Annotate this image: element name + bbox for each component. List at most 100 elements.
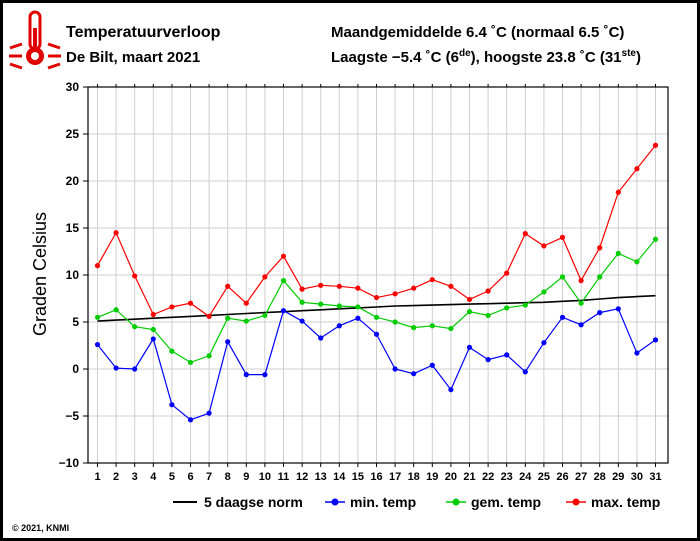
data-point-min-temp	[373, 331, 380, 337]
data-point-gem-temp	[615, 250, 621, 256]
data-point-max-temp	[169, 304, 175, 310]
data-point-max-temp	[448, 283, 454, 289]
data-point-gem-temp	[262, 312, 268, 319]
data-point-gem-temp	[280, 278, 287, 284]
x-tick-label: 17	[389, 471, 401, 483]
x-tick-label: 12	[296, 471, 308, 483]
data-point-min-temp	[485, 357, 491, 363]
data-point-min-temp	[187, 417, 194, 423]
data-point-gem-temp	[373, 314, 380, 320]
data-point-gem-temp	[652, 236, 659, 242]
legend-label-min-temp: min. temp	[350, 494, 416, 510]
legend-label-5-daagse-norm: 5 daagse norm	[204, 494, 303, 510]
data-point-gem-temp	[132, 324, 138, 330]
y-tick-label: 20	[66, 174, 80, 188]
chart-subtitle: De Bilt, maart 2021	[66, 49, 200, 66]
y-tick-label: 25	[66, 127, 80, 141]
extremes-sup-1: de	[459, 48, 471, 59]
data-point-min-temp	[448, 387, 454, 393]
data-point-max-temp	[280, 253, 287, 259]
x-tick-label: 30	[631, 471, 643, 483]
data-point-max-temp	[466, 296, 473, 303]
data-point-min-temp	[225, 339, 231, 345]
monthly-average-text: Maandgemiddelde 6.4 ˚C (normaal 6.5 ˚C)	[331, 24, 624, 41]
x-tick-label: 28	[594, 471, 606, 483]
data-point-gem-temp	[429, 323, 435, 329]
data-point-gem-temp	[243, 318, 249, 324]
data-point-gem-temp	[597, 274, 603, 280]
x-tick-label: 2	[113, 471, 119, 483]
data-point-min-temp	[206, 410, 212, 416]
data-point-max-temp	[485, 288, 491, 294]
data-point-max-temp	[634, 166, 640, 172]
plot-frame	[87, 86, 669, 464]
x-tick-label: 24	[519, 471, 532, 483]
copyright-text: © 2021, KNMI	[12, 523, 69, 533]
data-point-max-temp	[113, 230, 119, 236]
data-point-max-temp	[615, 189, 621, 195]
data-point-min-temp	[429, 362, 435, 368]
y-tick-label: −5	[65, 409, 79, 423]
x-tick-label: 5	[169, 471, 175, 483]
x-tick-label: 10	[259, 471, 271, 483]
x-tick-label: 22	[482, 471, 494, 483]
data-point-max-temp	[187, 300, 194, 306]
x-tick-label: 23	[501, 471, 513, 483]
data-point-gem-temp	[355, 304, 361, 310]
chart-title: Temperatuurverloop	[66, 24, 221, 41]
y-tick-label: 15	[66, 221, 80, 235]
data-point-max-temp	[597, 245, 603, 251]
data-point-gem-temp	[578, 300, 584, 306]
x-tick-label: 29	[612, 471, 624, 483]
x-tick-label: 9	[243, 471, 249, 483]
data-point-gem-temp	[504, 305, 510, 311]
data-point-gem-temp	[541, 289, 547, 295]
y-tick-label: 10	[66, 268, 80, 282]
x-tick-label: 14	[333, 471, 346, 483]
data-point-max-temp	[392, 291, 398, 297]
x-tick-label: 27	[575, 471, 587, 483]
x-tick-label: 4	[150, 471, 157, 483]
data-point-max-temp	[94, 263, 101, 269]
data-point-min-temp	[634, 350, 640, 356]
data-point-min-temp	[299, 318, 305, 324]
data-point-min-temp	[243, 372, 249, 378]
data-point-max-temp	[206, 313, 212, 319]
data-point-gem-temp	[113, 307, 119, 313]
x-tick-label: 6	[187, 471, 193, 483]
data-point-min-temp	[113, 365, 119, 371]
x-tick-label: 25	[538, 471, 550, 483]
data-point-min-temp	[392, 366, 398, 372]
data-point-max-temp	[243, 300, 249, 306]
data-point-min-temp	[262, 372, 268, 378]
data-point-gem-temp	[485, 312, 491, 319]
data-point-max-temp	[373, 294, 380, 301]
data-point-max-temp	[318, 282, 324, 288]
extremes-text-a: Laagste −5.4 ˚C (6	[331, 49, 459, 66]
x-tick-label: 18	[408, 471, 420, 483]
data-point-max-temp	[299, 286, 305, 292]
x-tick-label: 26	[556, 471, 568, 483]
data-point-gem-temp	[336, 303, 342, 309]
data-point-min-temp	[132, 366, 138, 372]
x-tick-label: 7	[206, 471, 212, 483]
legend-label-gem-temp: gem. temp	[471, 494, 541, 510]
extremes-text-b: ), hoogste 23.8 ˚C (31	[471, 49, 622, 66]
data-point-min-temp	[559, 314, 566, 320]
y-tick-label: −10	[59, 456, 80, 470]
data-point-min-temp	[578, 322, 584, 328]
data-point-max-temp	[262, 274, 268, 280]
data-point-max-temp	[225, 283, 231, 289]
data-point-min-temp	[280, 308, 287, 314]
data-point-max-temp	[652, 142, 659, 148]
data-point-gem-temp	[318, 301, 324, 307]
data-point-min-temp	[522, 369, 528, 375]
data-point-gem-temp	[559, 274, 566, 280]
data-point-gem-temp	[150, 326, 156, 333]
x-tick-label: 15	[352, 471, 364, 483]
x-tick-label: 3	[132, 471, 138, 483]
data-point-min-temp	[504, 352, 510, 358]
data-point-min-temp	[169, 402, 175, 408]
